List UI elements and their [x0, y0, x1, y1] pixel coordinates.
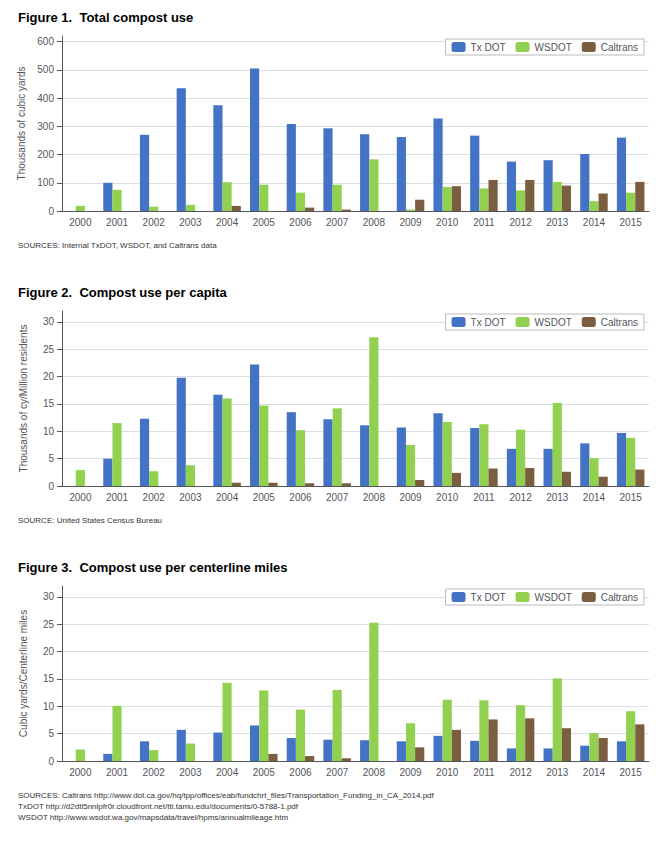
svg-text:25: 25 — [43, 344, 55, 355]
svg-text:WSDOT: WSDOT — [535, 42, 572, 53]
svg-text:TxDOT http://d2dtl5nnlpfr0r.cl: TxDOT http://d2dtl5nnlpfr0r.cloudfront.n… — [18, 802, 299, 811]
svg-text:600: 600 — [37, 36, 54, 47]
svg-text:2013: 2013 — [546, 217, 569, 228]
svg-text:10: 10 — [43, 701, 55, 712]
svg-text:2010: 2010 — [436, 492, 459, 503]
svg-text:Cubic yards/Centerline miles: Cubic yards/Centerline miles — [18, 610, 29, 737]
svg-text:15: 15 — [43, 398, 55, 409]
svg-text:2005: 2005 — [253, 767, 276, 778]
svg-text:WSDOT: WSDOT — [535, 317, 572, 328]
svg-text:2010: 2010 — [436, 217, 459, 228]
svg-text:2014: 2014 — [583, 767, 606, 778]
svg-text:Figure 1. Total compost use: Figure 1. Total compost use — [18, 10, 193, 25]
svg-text:5: 5 — [48, 453, 54, 464]
svg-text:0: 0 — [48, 206, 54, 217]
svg-text:SOURCE: United States Census B: SOURCE: United States Census Bureau — [18, 516, 162, 525]
svg-text:Thousands of cubic yards: Thousands of cubic yards — [16, 67, 27, 181]
svg-text:2005: 2005 — [253, 217, 276, 228]
svg-text:5: 5 — [48, 728, 54, 739]
svg-text:Figure 3. Compost use per cen: Figure 3. Compost use per centerline mil… — [18, 560, 287, 575]
svg-text:30: 30 — [43, 316, 55, 327]
svg-text:2007: 2007 — [326, 767, 349, 778]
svg-text:0: 0 — [48, 756, 54, 767]
svg-text:100: 100 — [37, 177, 54, 188]
svg-text:SOURCES: Internal TxDOT, WSDOT: SOURCES: Internal TxDOT, WSDOT, and Calt… — [18, 241, 217, 250]
svg-text:20: 20 — [43, 371, 55, 382]
svg-text:Tx DOT: Tx DOT — [471, 317, 506, 328]
svg-text:15: 15 — [43, 673, 55, 684]
svg-text:SOURCES: Caltrans http://www.d: SOURCES: Caltrans http://www.dot.ca.gov/… — [18, 791, 435, 800]
svg-text:WSDOT: WSDOT — [535, 592, 572, 603]
svg-text:2008: 2008 — [363, 492, 386, 503]
svg-text:2000: 2000 — [69, 767, 92, 778]
svg-text:2000: 2000 — [69, 217, 92, 228]
svg-text:2011: 2011 — [473, 217, 495, 228]
svg-text:2004: 2004 — [216, 767, 239, 778]
svg-text:Tx DOT: Tx DOT — [471, 42, 506, 53]
svg-text:2011: 2011 — [473, 492, 495, 503]
svg-text:2002: 2002 — [143, 767, 166, 778]
svg-text:Thousands of cy/Million reside: Thousands of cy/Million residents — [18, 325, 29, 473]
svg-text:2009: 2009 — [399, 767, 422, 778]
svg-text:2015: 2015 — [620, 217, 643, 228]
svg-text:25: 25 — [43, 619, 55, 630]
svg-text:20: 20 — [43, 646, 55, 657]
svg-text:2015: 2015 — [620, 767, 643, 778]
svg-text:2014: 2014 — [583, 492, 606, 503]
svg-text:200: 200 — [37, 149, 54, 160]
svg-text:2013: 2013 — [546, 767, 569, 778]
svg-text:2006: 2006 — [289, 217, 312, 228]
svg-text:2012: 2012 — [509, 492, 532, 503]
svg-text:2002: 2002 — [143, 217, 166, 228]
svg-text:2003: 2003 — [179, 492, 202, 503]
svg-text:2012: 2012 — [509, 767, 532, 778]
svg-text:2011: 2011 — [473, 767, 495, 778]
svg-text:2004: 2004 — [216, 492, 239, 503]
svg-text:2005: 2005 — [253, 492, 276, 503]
svg-text:Tx DOT: Tx DOT — [471, 592, 506, 603]
svg-text:2003: 2003 — [179, 767, 202, 778]
svg-text:400: 400 — [37, 93, 54, 104]
svg-text:Caltrans: Caltrans — [601, 317, 638, 328]
svg-text:2004: 2004 — [216, 217, 239, 228]
svg-text:2007: 2007 — [326, 217, 349, 228]
svg-text:10: 10 — [43, 426, 55, 437]
svg-text:2014: 2014 — [583, 217, 606, 228]
svg-text:2002: 2002 — [143, 492, 166, 503]
svg-text:Caltrans: Caltrans — [601, 592, 638, 603]
svg-text:0: 0 — [48, 481, 54, 492]
svg-text:2006: 2006 — [289, 492, 312, 503]
svg-text:2001: 2001 — [106, 492, 129, 503]
svg-text:2008: 2008 — [363, 767, 386, 778]
svg-text:300: 300 — [37, 121, 54, 132]
svg-text:2008: 2008 — [363, 217, 386, 228]
svg-text:2012: 2012 — [509, 217, 532, 228]
svg-text:Caltrans: Caltrans — [601, 42, 638, 53]
svg-text:2003: 2003 — [179, 217, 202, 228]
svg-text:30: 30 — [43, 591, 55, 602]
svg-text:2006: 2006 — [289, 767, 312, 778]
svg-text:Figure 2. Compost use per cap: Figure 2. Compost use per capita — [18, 285, 228, 300]
svg-text:2013: 2013 — [546, 492, 569, 503]
svg-text:2009: 2009 — [399, 217, 422, 228]
svg-text:2001: 2001 — [106, 767, 129, 778]
svg-text:2000: 2000 — [69, 492, 92, 503]
svg-text:2009: 2009 — [399, 492, 422, 503]
svg-text:500: 500 — [37, 64, 54, 75]
svg-text:2010: 2010 — [436, 767, 459, 778]
svg-text:WSDOT http://www.wsdot.wa.gov/: WSDOT http://www.wsdot.wa.gov/mapsdata/t… — [18, 813, 289, 822]
svg-text:2015: 2015 — [620, 492, 643, 503]
svg-text:2007: 2007 — [326, 492, 349, 503]
svg-text:2001: 2001 — [106, 217, 129, 228]
